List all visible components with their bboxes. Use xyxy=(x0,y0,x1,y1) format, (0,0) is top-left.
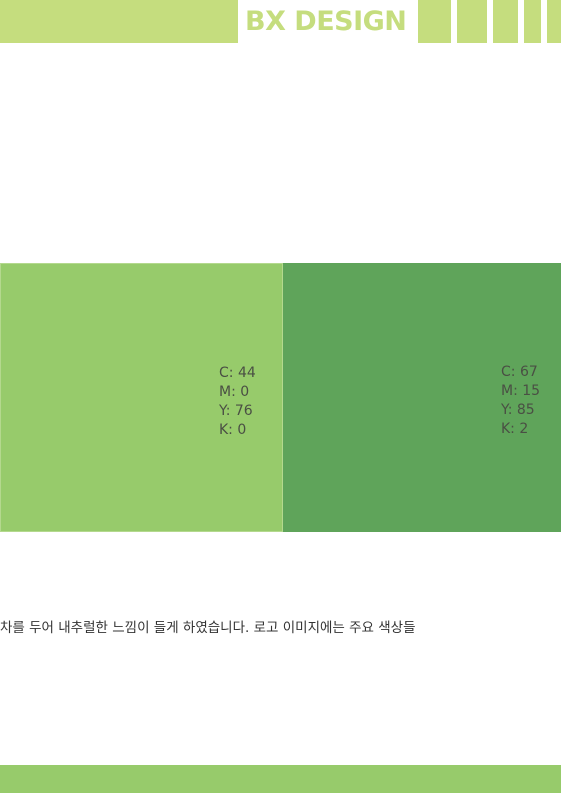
cmyk-black: K: 2 xyxy=(501,421,529,437)
page-title: BX DESIGN xyxy=(245,6,407,37)
cmyk-magenta: M: 0 xyxy=(219,384,250,400)
header-stripe xyxy=(524,0,541,43)
cmyk-cyan: C: 44 xyxy=(219,365,256,381)
header-stripe xyxy=(418,0,451,43)
cmyk-black: K: 0 xyxy=(219,422,247,438)
header-stripe xyxy=(457,0,487,43)
cmyk-yellow: Y: 85 xyxy=(501,402,535,418)
header-band xyxy=(0,0,238,43)
cmyk-magenta: M: 15 xyxy=(501,383,541,399)
header-stripe xyxy=(547,0,561,43)
body-paragraph: 차를 두어 내추럴한 느낌이 들게 하였습니다. 로고 이미지에는 주요 색상들 xyxy=(0,620,416,636)
cmyk-yellow: Y: 76 xyxy=(219,403,253,419)
header-stripe xyxy=(493,0,518,43)
cmyk-values: C: 67 M: 15 Y: 85 K: 2 xyxy=(501,363,540,439)
cmyk-cyan: C: 67 xyxy=(501,364,538,380)
color-swatch-dark-green: C: 67 M: 15 Y: 85 K: 2 xyxy=(283,263,561,532)
color-swatch-light-green: C: 44 M: 0 Y: 76 K: 0 xyxy=(0,263,283,532)
cmyk-values: C: 44 M: 0 Y: 76 K: 0 xyxy=(219,364,256,440)
footer-band xyxy=(0,765,561,793)
